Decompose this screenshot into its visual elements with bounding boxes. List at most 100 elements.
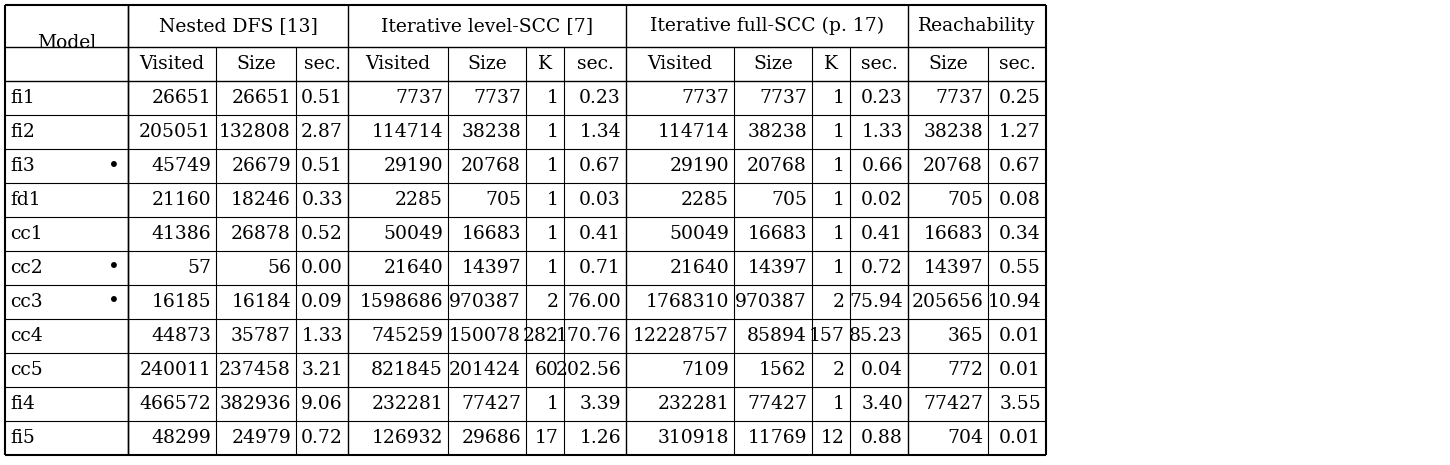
Text: 29190: 29190 — [383, 157, 444, 175]
Text: 705: 705 — [947, 191, 983, 209]
Text: 77427: 77427 — [461, 395, 521, 413]
Text: sec.: sec. — [999, 55, 1035, 73]
Text: 0.34: 0.34 — [999, 225, 1041, 243]
Text: 1: 1 — [547, 395, 560, 413]
Text: 2285: 2285 — [394, 191, 444, 209]
Text: •: • — [109, 157, 120, 175]
Text: 1.34: 1.34 — [580, 123, 621, 141]
Text: 14397: 14397 — [747, 259, 808, 277]
Text: 7737: 7737 — [935, 89, 983, 107]
Text: 35787: 35787 — [231, 327, 291, 345]
Text: 77427: 77427 — [747, 395, 808, 413]
Text: 205656: 205656 — [911, 293, 983, 311]
Text: 745259: 745259 — [371, 327, 444, 345]
Text: 38238: 38238 — [747, 123, 808, 141]
Text: 2: 2 — [832, 293, 845, 311]
Text: 0.51: 0.51 — [302, 89, 344, 107]
Text: 21160: 21160 — [151, 191, 212, 209]
Text: 20768: 20768 — [747, 157, 808, 175]
Text: 0.25: 0.25 — [999, 89, 1041, 107]
Text: Visited: Visited — [365, 55, 431, 73]
Text: 1: 1 — [547, 191, 560, 209]
Text: 3.21: 3.21 — [302, 361, 344, 379]
Text: Reachability: Reachability — [918, 17, 1035, 35]
Text: sec.: sec. — [860, 55, 898, 73]
Text: 20768: 20768 — [924, 157, 983, 175]
Text: 114714: 114714 — [371, 123, 444, 141]
Text: 24979: 24979 — [231, 429, 291, 447]
Text: 38238: 38238 — [924, 123, 983, 141]
Text: 1598686: 1598686 — [360, 293, 444, 311]
Text: 1.27: 1.27 — [999, 123, 1041, 141]
Text: 0.51: 0.51 — [302, 157, 344, 175]
Text: 11769: 11769 — [748, 429, 808, 447]
Text: 9.06: 9.06 — [302, 395, 344, 413]
Text: Iterative level-SCC [7]: Iterative level-SCC [7] — [381, 17, 593, 35]
Text: 0.41: 0.41 — [579, 225, 621, 243]
Text: 3.40: 3.40 — [861, 395, 903, 413]
Text: 16184: 16184 — [232, 293, 291, 311]
Text: fi4: fi4 — [10, 395, 35, 413]
Text: Iterative full-SCC (p. 17): Iterative full-SCC (p. 17) — [650, 17, 884, 35]
Text: Visited: Visited — [648, 55, 712, 73]
Text: 0.03: 0.03 — [579, 191, 621, 209]
Text: 0.09: 0.09 — [302, 293, 344, 311]
Text: 1: 1 — [834, 225, 845, 243]
Text: 26878: 26878 — [231, 225, 291, 243]
Text: 10.94: 10.94 — [987, 293, 1041, 311]
Text: 50049: 50049 — [668, 225, 729, 243]
Text: 0.01: 0.01 — [999, 327, 1041, 345]
Text: 2285: 2285 — [682, 191, 729, 209]
Text: 1.33: 1.33 — [302, 327, 344, 345]
Text: 0.41: 0.41 — [861, 225, 903, 243]
Text: 237458: 237458 — [219, 361, 291, 379]
Text: 821845: 821845 — [371, 361, 444, 379]
Text: 232281: 232281 — [657, 395, 729, 413]
Text: 1: 1 — [547, 225, 560, 243]
Text: 0.67: 0.67 — [579, 157, 621, 175]
Text: 1.33: 1.33 — [861, 123, 903, 141]
Text: 0.23: 0.23 — [579, 89, 621, 107]
Text: fd1: fd1 — [10, 191, 41, 209]
Text: 1: 1 — [834, 259, 845, 277]
Text: 16683: 16683 — [924, 225, 983, 243]
Text: K: K — [538, 55, 552, 73]
Text: 77427: 77427 — [924, 395, 983, 413]
Text: 150078: 150078 — [450, 327, 521, 345]
Text: 7737: 7737 — [682, 89, 729, 107]
Text: 29190: 29190 — [670, 157, 729, 175]
Text: 26651: 26651 — [151, 89, 212, 107]
Text: 75.94: 75.94 — [850, 293, 903, 311]
Text: 1: 1 — [547, 259, 560, 277]
Text: cc4: cc4 — [10, 327, 42, 345]
Text: 3.39: 3.39 — [580, 395, 621, 413]
Text: 0.23: 0.23 — [861, 89, 903, 107]
Text: 201424: 201424 — [450, 361, 521, 379]
Text: Size: Size — [753, 55, 793, 73]
Text: cc2: cc2 — [10, 259, 42, 277]
Text: 132808: 132808 — [219, 123, 291, 141]
Text: 2: 2 — [832, 361, 845, 379]
Text: 26679: 26679 — [232, 157, 291, 175]
Text: 0.66: 0.66 — [861, 157, 903, 175]
Text: Size: Size — [928, 55, 967, 73]
Text: 970387: 970387 — [450, 293, 521, 311]
Text: 0.52: 0.52 — [302, 225, 344, 243]
Text: 126932: 126932 — [371, 429, 444, 447]
Text: 205051: 205051 — [139, 123, 212, 141]
Text: 1: 1 — [834, 395, 845, 413]
Text: 12: 12 — [821, 429, 845, 447]
Text: Size: Size — [467, 55, 508, 73]
Text: sec.: sec. — [303, 55, 341, 73]
Text: 0.72: 0.72 — [302, 429, 344, 447]
Text: 1768310: 1768310 — [645, 293, 729, 311]
Text: 7737: 7737 — [473, 89, 521, 107]
Text: 0.71: 0.71 — [579, 259, 621, 277]
Text: 0.01: 0.01 — [999, 361, 1041, 379]
Text: 0.00: 0.00 — [302, 259, 344, 277]
Text: 157: 157 — [809, 327, 845, 345]
Text: 1: 1 — [834, 89, 845, 107]
Text: 0.04: 0.04 — [861, 361, 903, 379]
Text: 0.88: 0.88 — [861, 429, 903, 447]
Text: 12228757: 12228757 — [634, 327, 729, 345]
